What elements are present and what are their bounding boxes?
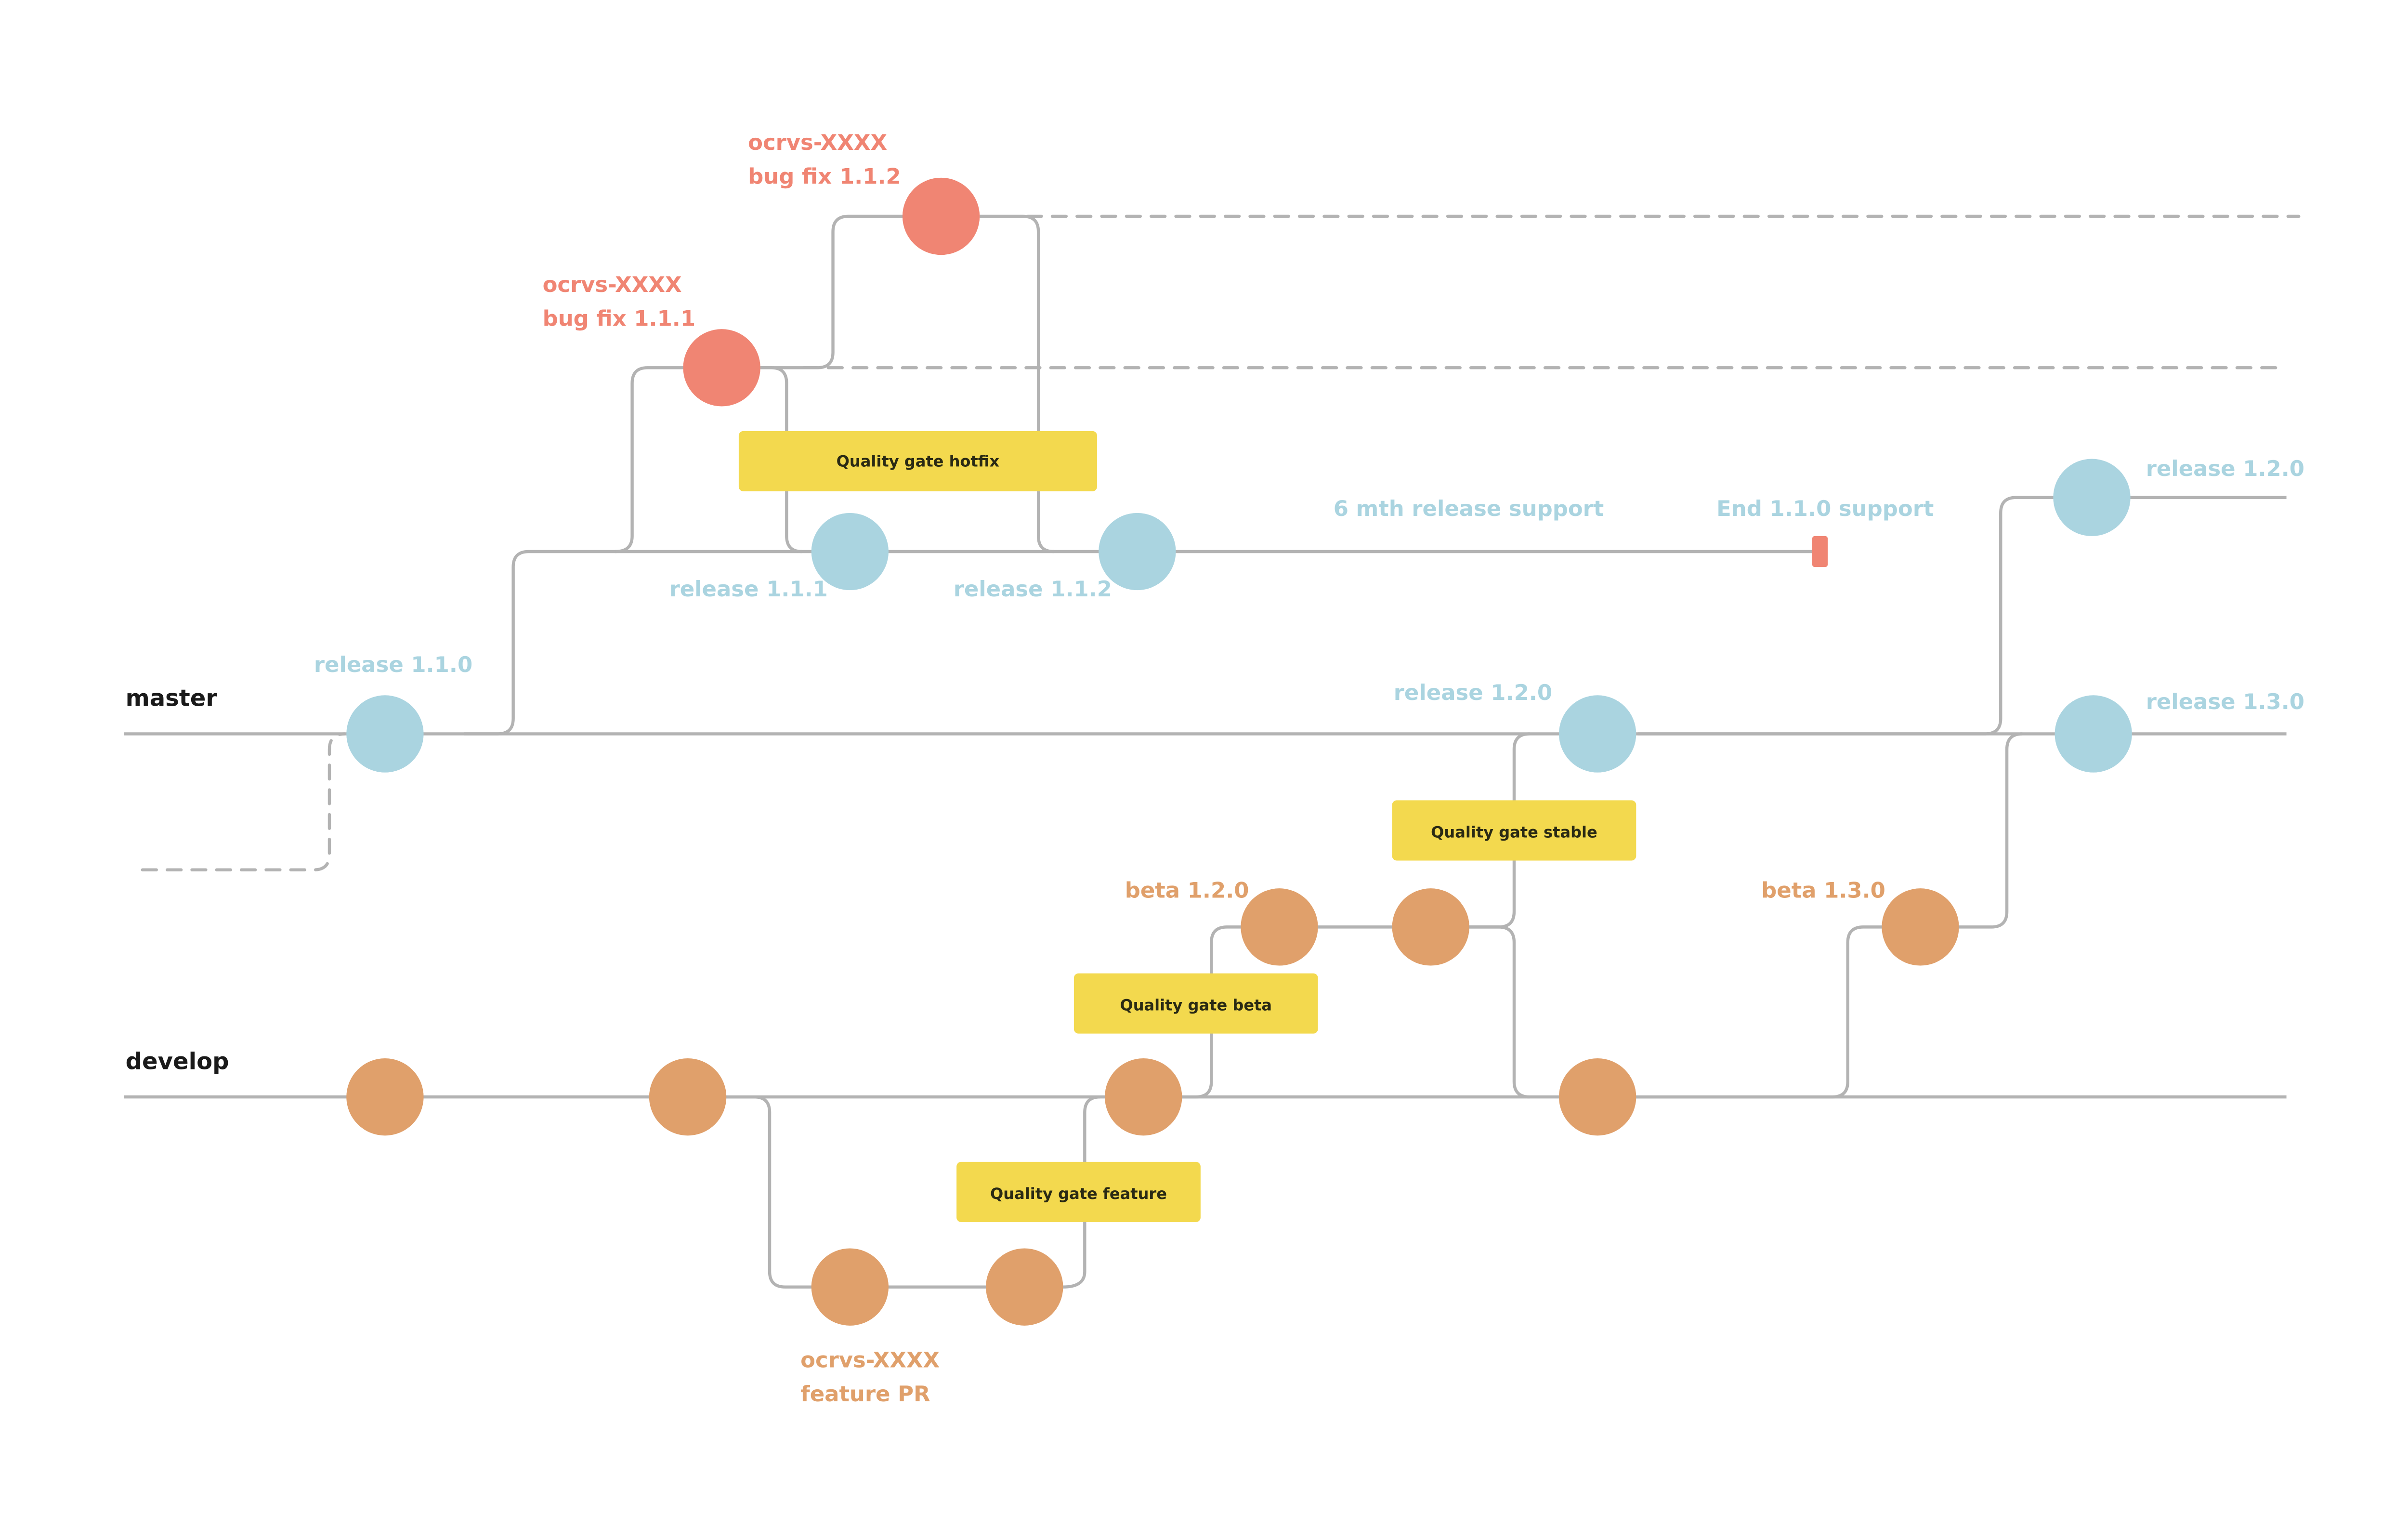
end-support-marker (1812, 536, 1828, 567)
beta-130-label: beta 1.3.0 (1761, 877, 1885, 903)
previous-branch-dashed (141, 732, 347, 871)
commits (346, 177, 2132, 1326)
release-130-commit (2055, 695, 2132, 773)
quality-gate-stable: Quality gate stable (1392, 800, 1636, 861)
release-120-support-label: release 1.2.0 (2146, 456, 2304, 481)
hotfix-111-branch (615, 366, 722, 553)
branch-lines (124, 214, 2301, 1289)
release-110-label: release 1.1.0 (314, 652, 472, 677)
develop-commit (649, 1058, 727, 1136)
release-120-label: release 1.2.0 (1394, 680, 1552, 705)
release-110-support-line (464, 550, 1820, 736)
hotfix-112-branch (760, 214, 942, 369)
gate-label: Quality gate feature (990, 1185, 1167, 1203)
beta-130-branch (1597, 925, 1921, 1099)
feature-commit (986, 1248, 1063, 1326)
hotfix-112-merge (980, 214, 1054, 553)
release-120-support-commit (2053, 459, 2131, 536)
hotfix-112-label: ocrvs-XXXX (748, 130, 887, 155)
quality-gate-beta: Quality gate beta (1073, 973, 1318, 1034)
release-112-commit (1099, 513, 1176, 591)
beta-120-commit (1241, 888, 1318, 966)
hotfix-111-label: bug fix 1.1.1 (543, 306, 696, 331)
hotfix-111-label: ocrvs-XXXX (543, 272, 682, 297)
master-label: master (126, 685, 218, 712)
release-120-support-line (1637, 496, 2287, 736)
hotfix-112-commit (902, 177, 980, 255)
develop-commit (1105, 1058, 1182, 1136)
support-label: 6 mth release support (1334, 496, 1604, 521)
release-111-commit (811, 513, 889, 591)
hotfix-111-merge (760, 366, 802, 553)
release-112-label: release 1.1.2 (954, 576, 1112, 602)
release-130-label: release 1.3.0 (2146, 689, 2304, 714)
gate-label: Quality gate stable (1431, 823, 1597, 841)
develop-commit (346, 1058, 424, 1136)
feature-commit (811, 1248, 889, 1326)
beta-130-commit (1882, 888, 1959, 966)
feature-label: ocrvs-XXXX (800, 1347, 940, 1372)
beta-120-label: beta 1.2.0 (1125, 877, 1249, 903)
develop-commit (1558, 1058, 1636, 1136)
develop-label: develop (126, 1048, 229, 1075)
end-support-label: End 1.1.0 support (1716, 496, 1934, 521)
beta-120-commit (1392, 888, 1469, 966)
feature-label: feature PR (800, 1381, 930, 1407)
gate-label: Quality gate hotfix (837, 452, 1000, 471)
quality-gate-feature: Quality gate feature (956, 1161, 1201, 1222)
beta-120-to-develop (1467, 925, 1530, 1099)
release-111-label: release 1.1.1 (669, 576, 828, 602)
release-110-commit (346, 695, 424, 773)
release-120-commit (1558, 695, 1636, 773)
gate-label: Quality gate beta (1120, 996, 1272, 1014)
hotfix-111-commit (683, 329, 760, 407)
hotfix-112-label: bug fix 1.1.2 (748, 164, 901, 189)
beta-130-to-master (1920, 732, 2023, 929)
feature-branch (726, 1095, 1100, 1289)
quality-gate-hotfix: Quality gate hotfix (738, 431, 1097, 491)
